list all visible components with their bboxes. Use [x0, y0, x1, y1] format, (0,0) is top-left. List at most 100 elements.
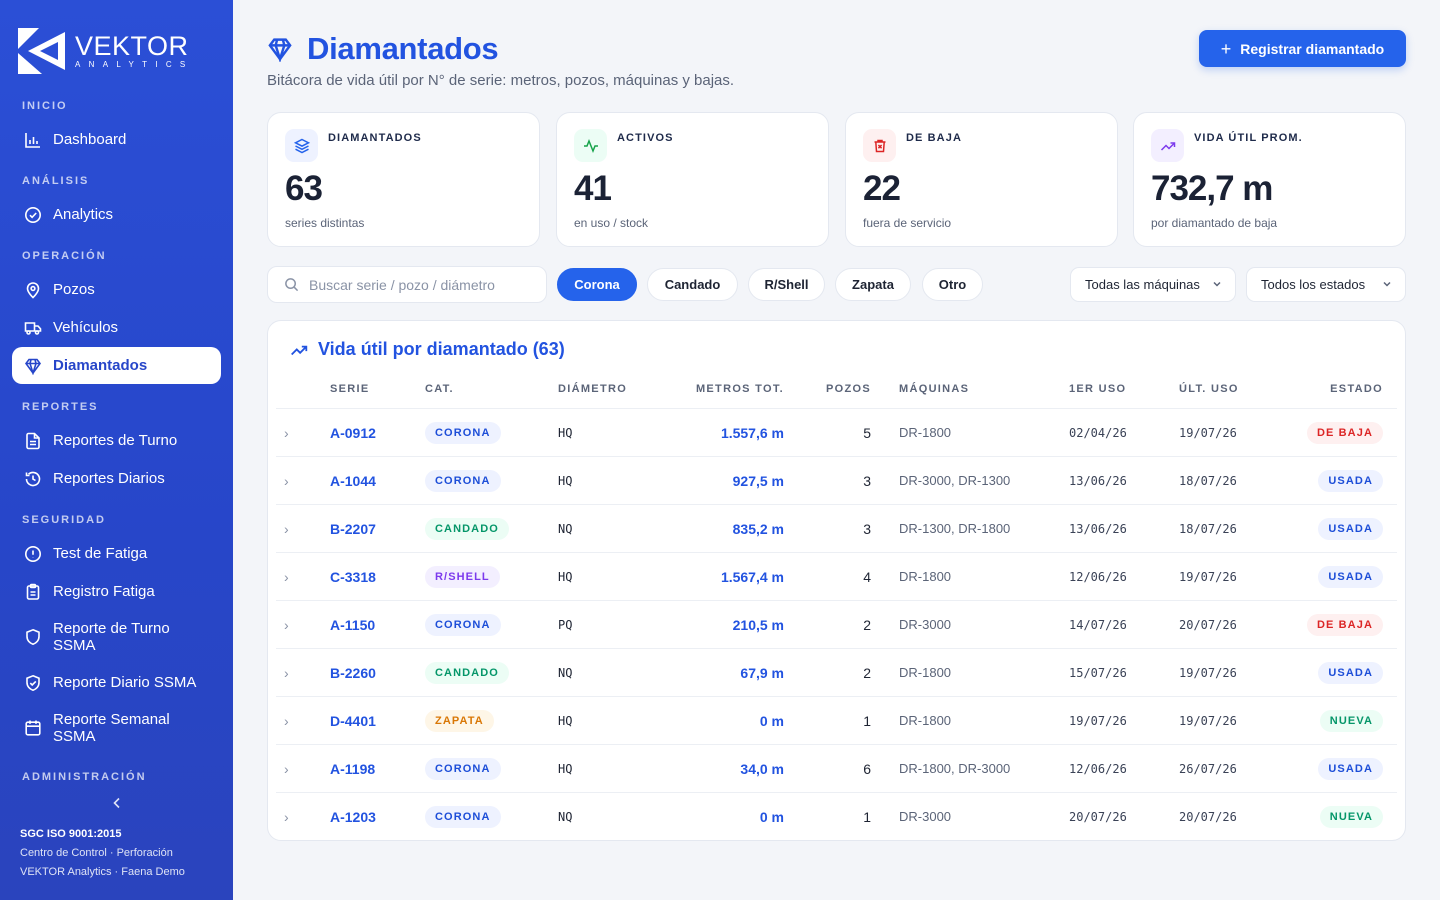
kpi-card-diamantados: DIAMANTADOS 63 series distintas [267, 112, 540, 247]
footer-line-3: VEKTOR Analytics · Faena Demo [20, 866, 185, 878]
sidebar-item-label: Diamantados [53, 357, 148, 374]
status-badge: USADA [1318, 565, 1383, 588]
expand-row-chevron-icon[interactable]: › [284, 808, 289, 825]
table-row[interactable]: › A-0912 CORONA HQ 1.557,6 m 5 DR-1800 02/04/26… [276, 408, 1397, 456]
cell-serie[interactable]: B-2207 [330, 520, 376, 537]
col-header-metros[interactable]: METROS TOT. [695, 383, 784, 395]
cell-diametro: NQ [558, 809, 573, 824]
cell-metros: 0 m [759, 712, 784, 729]
col-header-serie[interactable]: SERIE [330, 383, 370, 395]
cell-serie[interactable]: A-0912 [330, 424, 376, 441]
cell-metros: 927,5 m [732, 472, 784, 489]
expand-row-chevron-icon[interactable]: › [284, 712, 289, 729]
sidebar-item-reporte-diario-ssma[interactable]: Reporte Diario SSMA [12, 664, 221, 701]
sidebar-item-reporte-turno-ssma[interactable]: Reporte de Turno SSMA [12, 615, 221, 659]
cell-serie[interactable]: A-1203 [330, 808, 376, 825]
expand-row-chevron-icon[interactable]: › [284, 472, 289, 489]
cell-pozos: 3 [863, 520, 871, 537]
trending-up-icon [291, 345, 308, 355]
chip-otro[interactable]: Otro [922, 268, 983, 301]
sidebar-item-analytics[interactable]: Analytics [12, 196, 221, 233]
cell-serie[interactable]: A-1150 [330, 616, 376, 633]
sidebar-item-reportes-diarios[interactable]: Reportes Diarios [12, 460, 221, 497]
sidebar-item-registro-fatiga[interactable]: Registro Fatiga [12, 573, 221, 610]
sidebar-item-pozos[interactable]: Pozos [12, 271, 221, 308]
cell-maquinas: DR-1300, DR-1800 [899, 521, 1011, 536]
cell-primer-uso: 15/07/26 [1069, 665, 1127, 680]
cell-serie[interactable]: A-1044 [330, 472, 376, 489]
sidebar-item-reportes-turno[interactable]: Reportes de Turno [12, 422, 221, 459]
cell-cat: CORONA [425, 793, 501, 840]
sidebar-item-diamantados[interactable]: Diamantados [12, 347, 221, 384]
cell-ultimo-uso: 19/07/26 [1179, 713, 1237, 728]
sidebar-item-label: Pozos [53, 281, 95, 298]
cell-pozos: 1 [863, 808, 871, 825]
chip-rshell[interactable]: R/Shell [748, 268, 825, 301]
status-badge: USADA [1318, 757, 1383, 780]
table-row[interactable]: › A-1203 CORONA NQ 0 m 1 DR-3000 20/07/26 20/07/… [276, 792, 1397, 840]
bar-chart-icon [23, 130, 43, 150]
cell-serie[interactable]: C-3318 [330, 568, 376, 585]
sidebar-item-vehiculos[interactable]: Vehículos [12, 309, 221, 346]
col-header-pozos[interactable]: POZOS [825, 383, 871, 395]
cell-cat: CORONA [425, 601, 501, 648]
chip-zapata[interactable]: Zapata [835, 268, 911, 301]
sidebar-item-label: Registro Fatiga [53, 583, 155, 600]
table-title: Vida útil por diamantado (63) [290, 339, 565, 360]
table-title-text: Vida útil por diamantado (63) [318, 339, 565, 359]
status-select[interactable]: Todos los estados [1246, 267, 1406, 302]
table-row[interactable]: › A-1198 CORONA HQ 34,0 m 6 DR-1800, DR-3000 12… [276, 744, 1397, 792]
chip-corona[interactable]: Corona [557, 268, 637, 301]
table-row[interactable]: › C-3318 R/SHELL HQ 1.567,4 m 4 DR-1800 12/06/2… [276, 552, 1397, 600]
expand-row-chevron-icon[interactable]: › [284, 664, 289, 681]
collapse-sidebar-button[interactable] [108, 794, 126, 812]
chip-candado[interactable]: Candado [647, 268, 738, 301]
col-header-maquinas[interactable]: MÁQUINAS [899, 383, 970, 395]
cell-ultimo-uso: 18/07/26 [1179, 521, 1237, 536]
col-header-ultimo-uso[interactable]: ÚLT. USO [1179, 383, 1239, 395]
cell-ultimo-uso: 18/07/26 [1179, 473, 1237, 488]
register-diamantado-button[interactable]: + Registrar diamantado [1199, 30, 1406, 67]
page-title: Diamantados [267, 31, 499, 67]
sidebar-item-test-fatiga[interactable]: Test de Fatiga [12, 535, 221, 572]
cell-cat: CORONA [425, 409, 501, 456]
cell-diametro: HQ [558, 569, 573, 584]
table-row[interactable]: › B-2260 CANDADO NQ 67,9 m 2 DR-1800 15/07/26 19… [276, 648, 1397, 696]
file-text-icon [23, 431, 43, 451]
expand-row-chevron-icon[interactable]: › [284, 616, 289, 633]
kpi-value: 732,7 m [1151, 169, 1273, 208]
table-row[interactable]: › A-1044 CORONA HQ 927,5 m 3 DR-3000, DR-1300 1… [276, 456, 1397, 504]
kpi-value: 63 [285, 169, 323, 208]
col-header-cat[interactable]: CAT. [425, 383, 454, 395]
cell-serie[interactable]: D-4401 [330, 712, 376, 729]
cell-pozos: 5 [863, 424, 871, 441]
table-row[interactable]: › A-1150 CORONA PQ 210,5 m 2 DR-3000 14/07/26 20… [276, 600, 1397, 648]
table-row[interactable]: › D-4401 ZAPATA HQ 0 m 1 DR-1800 19/07/26 19/07/… [276, 696, 1397, 744]
calendar-icon [23, 718, 43, 738]
trending-up-icon [1151, 129, 1184, 162]
machine-select-value: Todas las máquinas [1085, 277, 1200, 292]
col-header-primer-uso[interactable]: 1ER USO [1069, 383, 1127, 395]
col-header-diametro[interactable]: DIÁMETRO [558, 383, 628, 395]
expand-row-chevron-icon[interactable]: › [284, 520, 289, 537]
expand-row-chevron-icon[interactable]: › [284, 424, 289, 441]
search-input[interactable] [309, 276, 529, 293]
expand-row-chevron-icon[interactable]: › [284, 760, 289, 777]
expand-row-chevron-icon[interactable]: › [284, 568, 289, 585]
cell-maquinas: DR-3000 [899, 809, 952, 824]
machine-select[interactable]: Todas las máquinas [1070, 267, 1236, 302]
page-subtitle: Bitácora de vida útil por N° de serie: m… [267, 72, 735, 89]
table-row[interactable]: › B-2207 CANDADO NQ 835,2 m 3 DR-1300, DR-1800… [276, 504, 1397, 552]
cell-ultimo-uso: 19/07/26 [1179, 665, 1237, 680]
clipboard-icon [23, 582, 43, 602]
status-select-value: Todos los estados [1261, 277, 1366, 292]
brand-logo[interactable]: VEKTOR ANALYTICS [18, 28, 194, 74]
cell-primer-uso: 12/06/26 [1069, 761, 1127, 776]
cell-serie[interactable]: A-1198 [330, 760, 376, 777]
col-header-estado[interactable]: ESTADO [1330, 383, 1383, 395]
cell-pozos: 3 [863, 472, 871, 489]
vida-util-table-panel: Vida útil por diamantado (63) SERIE CAT.… [267, 320, 1406, 841]
cell-serie[interactable]: B-2260 [330, 664, 376, 681]
sidebar-item-dashboard[interactable]: Dashboard [12, 121, 221, 158]
sidebar-item-reporte-semanal-ssma[interactable]: Reporte Semanal SSMA [12, 706, 221, 750]
